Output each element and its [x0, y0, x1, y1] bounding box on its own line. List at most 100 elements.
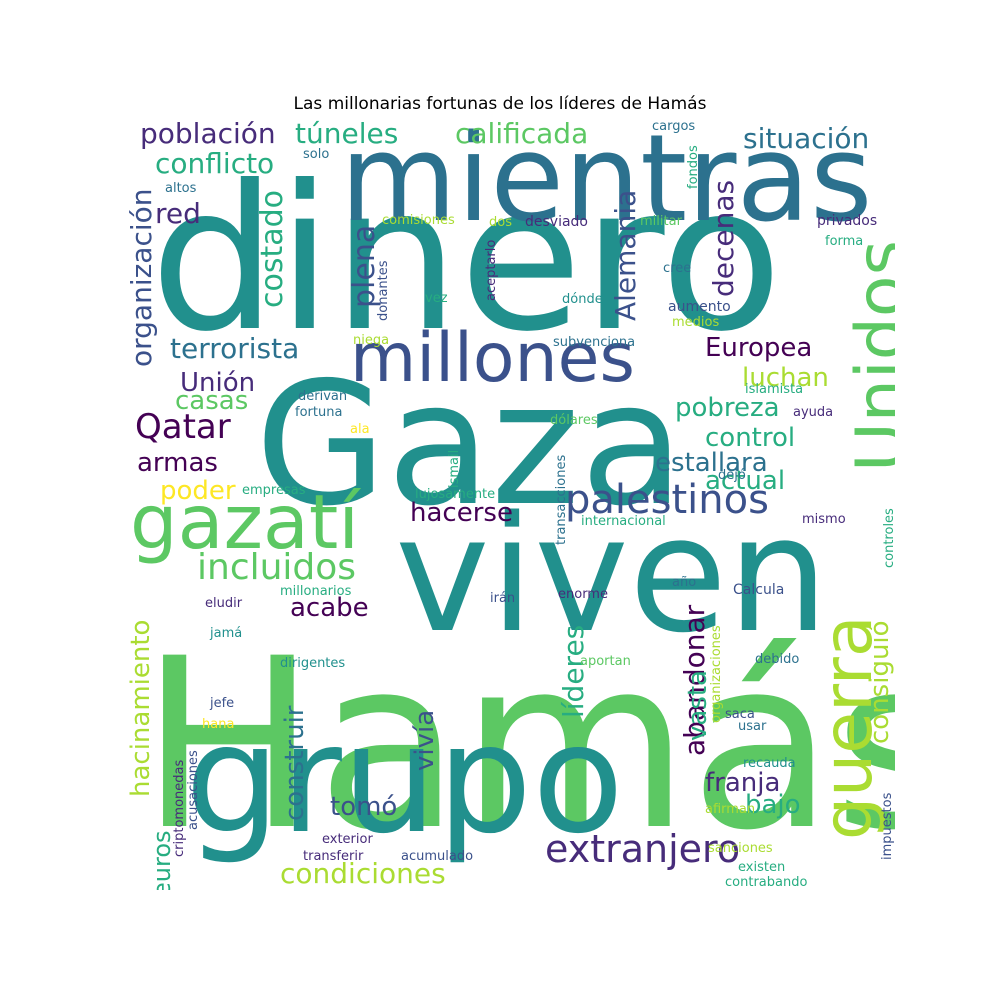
cloud-word: donantes	[376, 260, 391, 321]
cloud-word: existen	[738, 860, 786, 875]
cloud-word: Hamás	[140, 609, 895, 882]
cloud-word: control	[705, 423, 796, 453]
cloud-word: forma	[825, 234, 864, 249]
cloud-word: Qatar	[135, 407, 231, 447]
cloud-word: Calcula	[733, 582, 785, 598]
cloud-word: cargos	[652, 120, 696, 134]
cloud-word: medios	[672, 315, 720, 330]
cloud-word: controles	[882, 508, 895, 568]
word-cloud: Hamás dinero Gaza viven grupo mientras millone…	[125, 120, 895, 890]
cloud-word: euros	[148, 830, 176, 890]
cloud-word: solo	[303, 147, 330, 162]
cloud-word: comisiones	[382, 213, 455, 228]
cloud-word: estallara	[655, 448, 768, 478]
cloud-word: pobreza	[675, 393, 780, 423]
cloud-word: derivan	[298, 389, 348, 404]
cloud-word: millones	[350, 319, 635, 398]
cloud-word: dirigentes	[280, 656, 346, 671]
cloud-word: dinero	[150, 143, 783, 376]
cloud-word: vez	[425, 291, 448, 306]
cloud-word: casas	[175, 386, 249, 416]
cloud-word: año	[672, 575, 697, 590]
cloud-word: decenas	[707, 179, 740, 297]
cloud-word: terrorista	[170, 332, 300, 365]
cloud-word: palestinos	[565, 477, 769, 523]
cloud-word: ala	[350, 422, 370, 437]
cloud-word: altos	[165, 181, 197, 196]
cloud-word: situación	[743, 122, 870, 155]
cloud-word: construir	[280, 705, 310, 821]
cloud-word: vasta	[683, 670, 713, 741]
cloud-word: actual	[705, 466, 786, 496]
cloud-word: acumulado	[401, 849, 474, 864]
cloud-word: costado	[255, 189, 290, 308]
cloud-word: red	[155, 197, 201, 230]
cloud-word: Unión	[180, 368, 256, 398]
cloud-word: Unidos	[842, 240, 895, 472]
cloud-word: dólares	[550, 413, 598, 428]
cloud-word: ismail	[447, 449, 462, 488]
cloud-word: líderes	[557, 624, 590, 718]
cloud-word: extranjero	[545, 827, 741, 871]
cloud-word: contrabando	[725, 875, 808, 890]
cloud-word: lujosamente	[415, 487, 496, 502]
cloud-word: tomó	[330, 792, 398, 822]
cloud-word: incluidos	[197, 547, 357, 588]
cloud-word: desviado	[525, 214, 588, 230]
cloud-word: usar	[738, 719, 767, 734]
cloud-word: consiguió	[865, 620, 895, 744]
cloud-word: Alemania	[609, 189, 642, 321]
cloud-word: exterior	[322, 832, 373, 847]
cloud-word: recauda	[743, 756, 796, 771]
cloud-word: organización	[125, 188, 158, 367]
cloud-word: cree	[663, 261, 692, 276]
cloud-word: viven	[395, 481, 829, 668]
cloud-word: fortuna	[295, 405, 343, 420]
cloud-word: aumento	[668, 299, 731, 315]
cloud-word: niega	[353, 333, 390, 348]
cloud-word: privados	[817, 213, 878, 229]
cloud-word: dónde	[562, 292, 603, 307]
cloud-word: aceptarlo	[484, 239, 499, 301]
cloud-word: hacinamiento	[126, 619, 156, 797]
cloud-word: islamista	[745, 382, 804, 397]
cloud-word: jefe	[210, 696, 235, 711]
cloud-word: mismo	[802, 512, 846, 527]
cloud-word: armas	[137, 448, 218, 478]
chart-title: Las millonarias fortunas de los líderes …	[293, 94, 707, 114]
cloud-word: militar	[640, 214, 682, 229]
cloud-word: criptomonedas	[172, 759, 187, 857]
cloud-word: debido	[755, 652, 800, 667]
cloud-word: empresas	[242, 483, 306, 498]
cloud-word: hacerse	[410, 498, 513, 528]
cloud-word: túneles	[295, 120, 399, 150]
cloud-word: poder	[160, 476, 236, 506]
cloud-word: transferir	[303, 849, 364, 864]
cloud-word: irán	[490, 591, 516, 606]
cloud-word: organizaciones	[709, 625, 724, 723]
cloud-word: vivía	[410, 709, 440, 771]
cloud-word: ayuda	[793, 405, 834, 420]
cloud-word: impuestos	[880, 792, 895, 860]
cloud-word: mientras	[340, 120, 873, 249]
cloud-word: grupo	[185, 693, 624, 867]
cloud-word: gazatí	[130, 478, 360, 566]
cloud-word: conflicto	[155, 147, 275, 180]
cloud-word: calificada	[455, 120, 589, 150]
cloud-word: jamá	[210, 626, 243, 641]
cloud-word: población	[140, 120, 276, 150]
cloud-word: subvenciona	[553, 335, 636, 350]
cloud-word: bajo	[745, 790, 801, 820]
cloud-word: fondos	[686, 145, 701, 189]
cloud-word: afirman	[705, 802, 756, 817]
cloud-word: millonarios	[280, 584, 352, 599]
cloud-word: aportan	[580, 654, 631, 669]
cloud-word: dejó	[718, 468, 746, 483]
cloud-word: Gaza	[255, 346, 685, 544]
cloud-word: acabe	[290, 593, 369, 623]
cloud-word: saca	[725, 707, 755, 722]
cloud-word: Europea	[705, 333, 813, 363]
cloud-word: hana	[202, 717, 235, 732]
cloud-word: luchan	[742, 363, 829, 393]
